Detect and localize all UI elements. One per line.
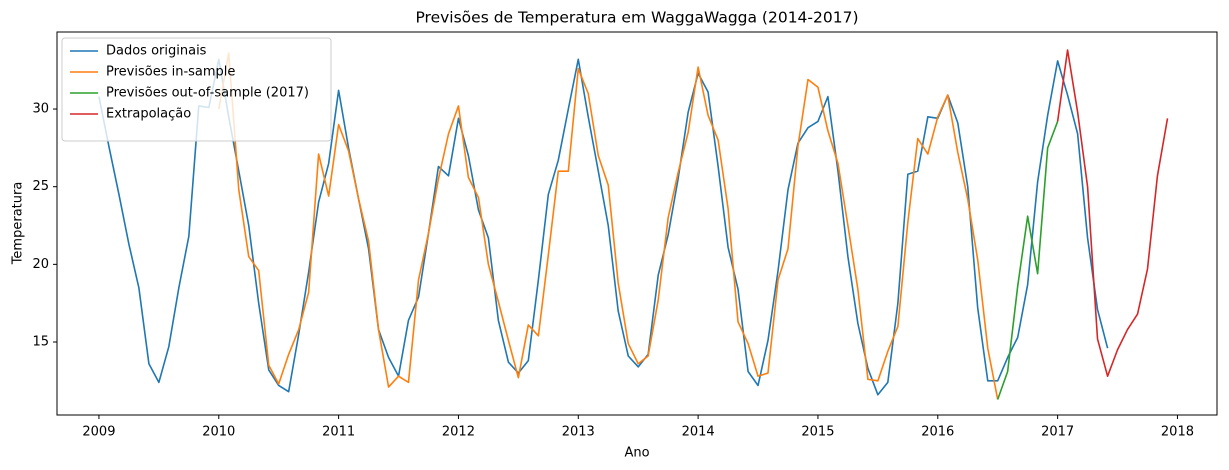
x-tick-label: 2015 — [801, 425, 834, 440]
x-tick-label: 2013 — [562, 425, 595, 440]
y-tick-label: 25 — [32, 179, 49, 194]
series-line — [217, 52, 999, 400]
x-tick-label: 2011 — [322, 425, 355, 440]
legend-label: Previsões out-of-sample (2017) — [106, 86, 309, 101]
x-tick-label: 2017 — [1041, 425, 1074, 440]
y-tick-label: 20 — [32, 257, 49, 272]
x-tick-label: 2014 — [682, 425, 715, 440]
series-line — [996, 121, 1059, 400]
legend-box — [61, 37, 332, 142]
y-tick-label: 15 — [32, 335, 49, 350]
legend-label: Dados originais — [106, 44, 207, 59]
x-tick-label: 2010 — [202, 425, 235, 440]
x-tick-label: 2018 — [1161, 425, 1194, 440]
legend-label: Previsões in-sample — [106, 65, 235, 80]
x-tick-label: 2012 — [442, 425, 475, 440]
chart-title: Previsões de Temperatura em WaggaWagga (… — [415, 9, 858, 27]
y-axis-label: Temperatura — [11, 182, 26, 266]
y-tick-label: 30 — [32, 102, 49, 117]
legend-label: Extrapolação — [106, 107, 191, 122]
x-tick-label: 2016 — [921, 425, 954, 440]
series-line — [1056, 49, 1169, 377]
x-axis-label: Ano — [624, 446, 649, 461]
plot-frame — [56, 31, 1218, 416]
x-tick-label: 2009 — [82, 425, 115, 440]
